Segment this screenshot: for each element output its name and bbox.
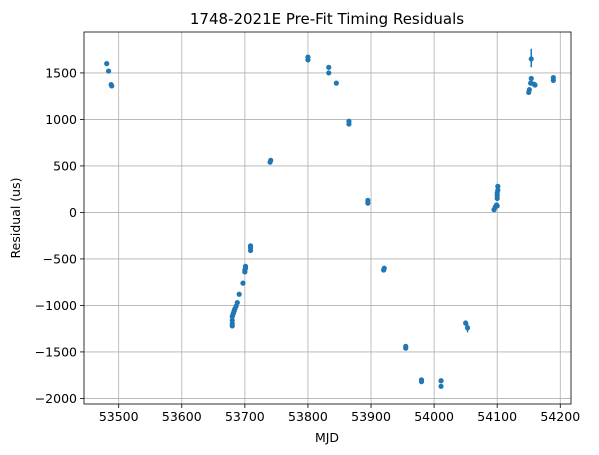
data-point <box>528 75 534 82</box>
y-tick-label: 500 <box>53 158 77 173</box>
y-tick-label: −1500 <box>35 344 77 359</box>
data-point <box>346 118 352 124</box>
data-point <box>305 54 311 60</box>
data-point <box>463 320 469 326</box>
data-point <box>268 157 274 163</box>
data-markers <box>104 48 556 389</box>
data-point <box>532 82 538 88</box>
y-axis-ticks: −2000 −1500 −1000 −500 0 500 1000 1500 <box>35 65 84 406</box>
x-tick-label: 53800 <box>288 409 328 424</box>
data-point <box>234 300 240 306</box>
plot-frame <box>83 31 572 405</box>
data-point <box>236 291 242 297</box>
y-axis-label: Residual (us) <box>8 178 23 259</box>
y-tick-label: −500 <box>43 251 77 266</box>
data-point <box>495 183 501 189</box>
data-point <box>333 80 339 86</box>
data-point <box>365 197 371 203</box>
y-tick-label: −1000 <box>35 298 77 313</box>
data-point <box>526 87 532 93</box>
data-point <box>403 343 409 349</box>
data-point <box>528 56 534 62</box>
y-tick-label: −2000 <box>35 391 77 406</box>
data-point <box>495 187 501 193</box>
data-point <box>464 325 471 331</box>
data-point <box>550 74 556 81</box>
y-tick-label: 0 <box>69 205 77 220</box>
x-axis-ticks: 53500 53600 53700 53800 53900 54000 54100 54200 <box>99 404 580 424</box>
x-tick-label: 53700 <box>225 409 265 424</box>
data-point <box>240 280 246 286</box>
x-tick-label: 54200 <box>540 409 580 424</box>
chart-title: 1748-2021E Pre-Fit Timing Residuals <box>190 10 464 28</box>
x-tick-label: 54000 <box>414 409 454 424</box>
x-tick-label: 53500 <box>99 409 139 424</box>
y-tick-label: 1000 <box>45 112 77 127</box>
x-tick-label: 53600 <box>162 409 202 424</box>
y-tick-label: 1500 <box>45 65 77 80</box>
x-axis-label: MJD <box>315 430 339 445</box>
data-point <box>381 265 387 271</box>
data-point <box>109 83 115 89</box>
x-tick-label: 54100 <box>477 409 517 424</box>
data-point <box>104 61 110 67</box>
data-point <box>106 68 112 74</box>
data-point <box>242 263 249 269</box>
data-point <box>438 378 444 384</box>
data-point <box>247 243 254 249</box>
data-point <box>438 383 444 389</box>
grid-lines <box>84 32 571 404</box>
data-point <box>494 203 500 209</box>
data-point <box>326 64 332 70</box>
data-point <box>418 377 425 383</box>
x-tick-label: 53900 <box>351 409 391 424</box>
data-point <box>229 317 235 323</box>
data-point <box>326 70 332 76</box>
